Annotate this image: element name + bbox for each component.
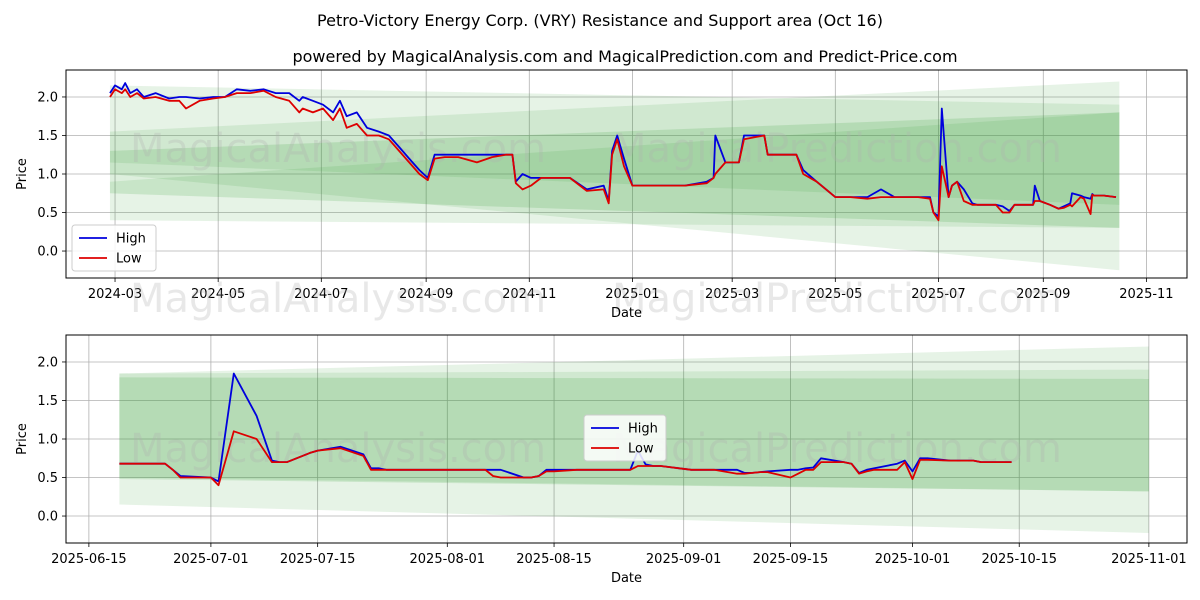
x-tick-label: 2025-07 [911, 287, 965, 302]
y-tick-label: 0.0 [37, 510, 58, 525]
x-axis-label: Date [611, 571, 642, 586]
x-tick-label: 2025-03 [705, 287, 759, 302]
x-tick-label: 2025-08-15 [516, 552, 592, 567]
legend-box [71, 224, 157, 272]
y-tick-label: 1.5 [37, 394, 58, 409]
watermark: MagicalAnalysis.com [130, 126, 546, 172]
x-tick-label: 2024-07 [294, 287, 348, 302]
series-line-high [109, 82, 1117, 218]
x-tick-label: 2024-09 [399, 287, 453, 302]
y-tick-label: 2.0 [37, 90, 58, 105]
y-tick-label: 1.0 [37, 433, 58, 448]
y-axis-label: Price [15, 158, 30, 190]
plot-frame [65, 334, 1188, 544]
x-axis-label: Date [611, 306, 642, 321]
top-chart-panel: 2024-03 2024-05 2024-07 2024-09 2024-11 2025-… [15, 69, 1188, 322]
chart-subtitle: powered by MagicalAnalysis.com and Magic… [292, 47, 957, 66]
watermark: MagicalPrediction.com [612, 426, 1062, 472]
x-tick-label: 2025-07-15 [280, 552, 356, 567]
x-tick-label: 2025-09-15 [753, 552, 829, 567]
x-tick-label: 2025-09-01 [646, 552, 722, 567]
bottom-chart-panel: 2025-06-15 2025-07-01 2025-07-15 2025-08-01… [15, 334, 1188, 586]
x-tick-label: 2024-11 [502, 287, 556, 302]
y-tick-label: 1.0 [37, 168, 58, 183]
x-tick-label: 2025-09 [1016, 287, 1070, 302]
y-tick-label: 2.0 [37, 355, 58, 370]
x-tick-label: 2025-10-15 [981, 552, 1057, 567]
plot-frame [65, 69, 1188, 279]
y-tick-label: 0.0 [37, 245, 58, 260]
legend-label-high: High [628, 422, 658, 437]
series-line-low [119, 430, 1012, 487]
x-tick-label: 2025-11 [1119, 287, 1173, 302]
legend-label-low: Low [116, 252, 142, 267]
legend-box [583, 414, 667, 462]
watermark: MagicalPrediction.com [612, 276, 1062, 322]
x-tick-label: 2025-10-01 [875, 552, 951, 567]
x-tick-label: 2024-03 [88, 287, 142, 302]
watermark: MagicalPrediction.com [612, 126, 1062, 172]
support-resistance-band [109, 81, 1120, 271]
y-axis-label: Price [15, 423, 30, 455]
series-group [119, 372, 1012, 487]
chart-title: Petro-Victory Energy Corp. (VRY) Resista… [317, 11, 883, 30]
y-tick-label: 0.5 [37, 206, 58, 221]
x-tick-label: 2025-06-15 [51, 552, 127, 567]
band-group [109, 81, 1120, 271]
x-tick-label: 2025-07-01 [173, 552, 249, 567]
x-tick-label: 2025-01 [605, 287, 659, 302]
legend: High Low [583, 414, 667, 462]
watermark: MagicalAnalysis.com [130, 276, 546, 322]
x-tick-label: 2024-05 [191, 287, 245, 302]
y-tick-label: 1.5 [37, 129, 58, 144]
series-line-low [109, 88, 1117, 222]
legend: High Low [71, 224, 157, 272]
x-tick-label: 2025-11-01 [1111, 552, 1187, 567]
y-tick-label: 0.5 [37, 471, 58, 486]
series-group [109, 82, 1117, 222]
x-tick-label: 2025-05 [808, 287, 862, 302]
legend-label-high: High [116, 232, 146, 247]
legend-label-low: Low [628, 442, 654, 457]
x-tick-label: 2025-08-01 [410, 552, 486, 567]
